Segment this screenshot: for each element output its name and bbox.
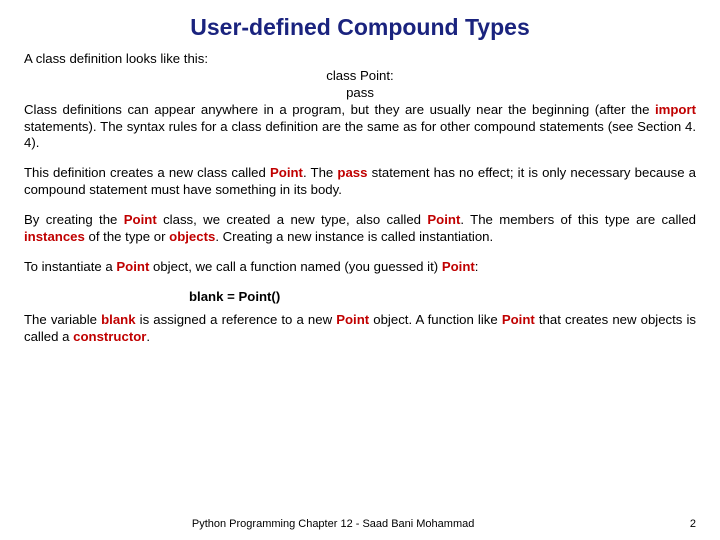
p5-c: object. A function like <box>369 312 502 327</box>
kw-instances: instances <box>24 229 85 244</box>
kw-point-7: Point <box>502 312 535 327</box>
kw-constructor: constructor <box>73 329 146 344</box>
page-number: 2 <box>690 518 696 530</box>
kw-point-2: Point <box>124 212 157 227</box>
p4-c: : <box>475 259 479 274</box>
kw-pass: pass <box>337 165 367 180</box>
code-blank-point: blank = Point() <box>24 289 696 306</box>
kw-point-4: Point <box>116 259 149 274</box>
slide-body: A class definition looks like this: clas… <box>24 51 696 345</box>
kw-point-1: Point <box>270 165 303 180</box>
p1-text-a: Class definitions can appear anywhere in… <box>24 102 655 117</box>
intro-line: A class definition looks like this: <box>24 51 696 68</box>
slide-container: User-defined Compound Types A class defi… <box>0 0 720 540</box>
p3-e: . Creating a new instance is called inst… <box>215 229 493 244</box>
kw-objects: objects <box>169 229 215 244</box>
p3-b: class, we created a new type, also calle… <box>157 212 428 227</box>
slide-title: User-defined Compound Types <box>24 14 696 41</box>
p3-d: of the type or <box>85 229 169 244</box>
code-class-point: class Point: <box>24 68 696 85</box>
p4-b: object, we call a function named (you gu… <box>149 259 441 274</box>
p3-c: . The members of this type are called <box>460 212 696 227</box>
p5-e: . <box>146 329 150 344</box>
footer-text: Python Programming Chapter 12 - Saad Ban… <box>24 518 642 530</box>
p3-a: By creating the <box>24 212 124 227</box>
p5-b: is assigned a reference to a new <box>136 312 337 327</box>
p2-a: This definition creates a new class call… <box>24 165 270 180</box>
kw-point-6: Point <box>336 312 369 327</box>
kw-blank: blank <box>101 312 135 327</box>
p4-a: To instantiate a <box>24 259 116 274</box>
kw-point-3: Point <box>427 212 460 227</box>
kw-point-5: Point <box>442 259 475 274</box>
p5-a: The variable <box>24 312 101 327</box>
slide-footer: Python Programming Chapter 12 - Saad Ban… <box>0 518 720 530</box>
code-pass: pass <box>24 85 696 102</box>
p2-b: . The <box>303 165 337 180</box>
p1-text-b: statements). The syntax rules for a clas… <box>24 119 696 151</box>
kw-import: import <box>655 102 696 117</box>
